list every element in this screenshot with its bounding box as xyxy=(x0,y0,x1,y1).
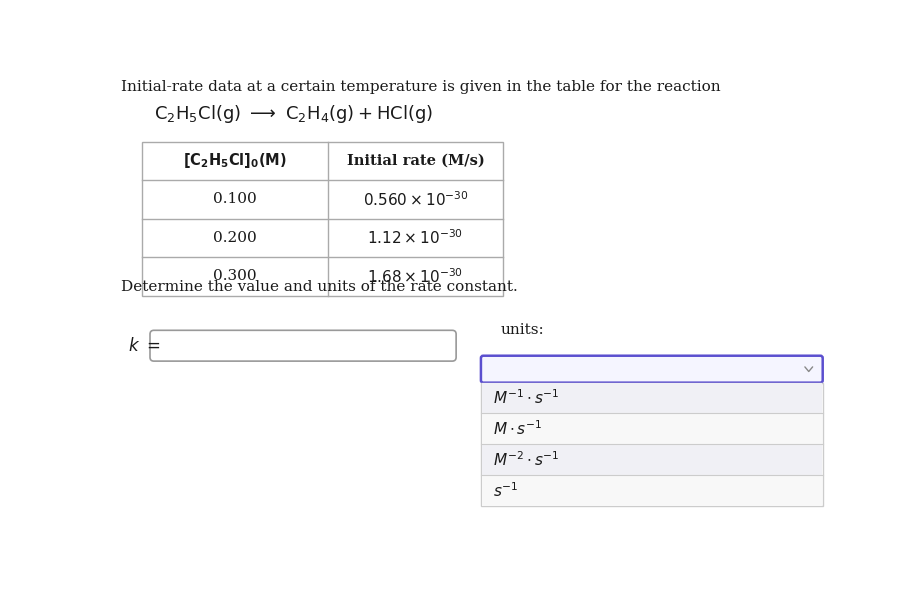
Text: units:: units: xyxy=(501,323,545,336)
Bar xyxy=(481,383,822,506)
Bar xyxy=(482,384,822,414)
Text: 0.200: 0.200 xyxy=(214,231,257,245)
Text: $M\cdot s^{-1}$: $M\cdot s^{-1}$ xyxy=(493,420,542,438)
FancyBboxPatch shape xyxy=(150,330,456,361)
Text: $M^{-2}\cdot s^{-1}$: $M^{-2}\cdot s^{-1}$ xyxy=(493,450,559,469)
FancyBboxPatch shape xyxy=(481,356,822,383)
Text: 0.100: 0.100 xyxy=(214,192,257,206)
Text: $1.12 \times 10^{-30}$: $1.12 \times 10^{-30}$ xyxy=(367,229,463,247)
Text: Initial rate (M/s): Initial rate (M/s) xyxy=(346,154,484,168)
Bar xyxy=(482,445,822,475)
Bar xyxy=(482,414,822,444)
Text: $0.560 \times 10^{-30}$: $0.560 \times 10^{-30}$ xyxy=(363,190,469,209)
Bar xyxy=(142,142,503,295)
Text: $k\ =$: $k\ =$ xyxy=(127,336,160,355)
Text: $\mathbf{[C_2H_5Cl]_0}$$\mathbf{(M)}$: $\mathbf{[C_2H_5Cl]_0}$$\mathbf{(M)}$ xyxy=(183,151,287,171)
Text: $\mathrm{C_2H_5Cl(g)\ \longrightarrow\ C_2H_4(g) + HCl(g)}$: $\mathrm{C_2H_5Cl(g)\ \longrightarrow\ C… xyxy=(154,103,433,125)
Bar xyxy=(482,476,822,506)
Text: $s^{-1}$: $s^{-1}$ xyxy=(493,481,518,500)
Text: Determine the value and units of the rate constant.: Determine the value and units of the rat… xyxy=(122,280,519,294)
Text: 0.300: 0.300 xyxy=(214,270,257,283)
Text: Initial-rate data at a certain temperature is given in the table for the reactio: Initial-rate data at a certain temperatu… xyxy=(122,80,721,94)
Text: $M^{-1}\cdot s^{-1}$: $M^{-1}\cdot s^{-1}$ xyxy=(493,389,559,408)
Text: $1.68 \times 10^{-30}$: $1.68 \times 10^{-30}$ xyxy=(367,267,463,286)
